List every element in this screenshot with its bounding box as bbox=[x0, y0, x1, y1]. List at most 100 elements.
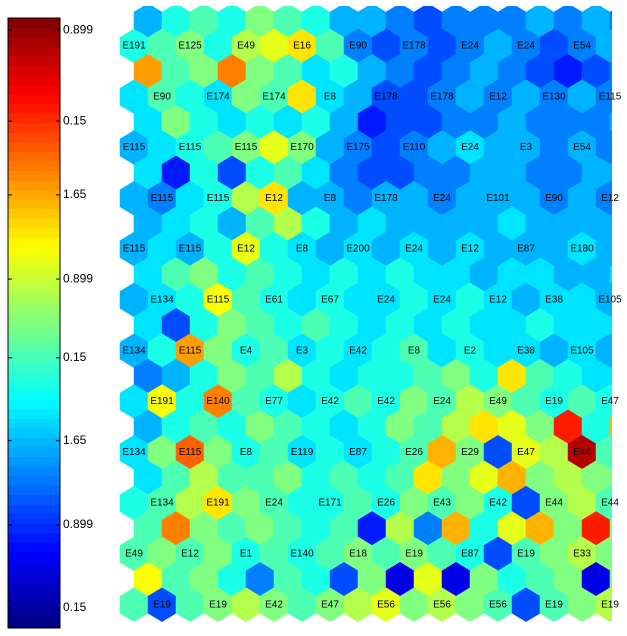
hex-cell bbox=[609, 569, 612, 590]
cell-label: E90 bbox=[349, 41, 367, 52]
colorbar-step bbox=[8, 141, 60, 152]
cell-label: E33 bbox=[573, 549, 591, 560]
cell-label: E175 bbox=[346, 142, 370, 153]
cell-label: E29 bbox=[461, 447, 479, 458]
colorbar-step bbox=[8, 170, 60, 181]
cell-label: E115 bbox=[235, 142, 258, 153]
cell-label: E47 bbox=[601, 396, 619, 407]
colorbar-step bbox=[8, 227, 60, 238]
cell-label: E42 bbox=[265, 599, 283, 610]
cell-label: E42 bbox=[349, 345, 367, 356]
colorbar-step bbox=[8, 46, 60, 57]
hex-cell bbox=[609, 61, 612, 82]
cell-label: E101 bbox=[486, 193, 510, 204]
colorbar-step bbox=[8, 113, 60, 124]
cell-label: E24 bbox=[517, 41, 535, 52]
cell-label: E115 bbox=[151, 193, 174, 204]
colorbar-step bbox=[8, 418, 60, 429]
colorbar-step bbox=[8, 599, 60, 610]
cell-label: E174 bbox=[206, 91, 230, 102]
colorbar-step bbox=[8, 456, 60, 467]
cell-label: E8 bbox=[324, 91, 337, 102]
cell-label: E115 bbox=[207, 295, 230, 306]
colorbar-step bbox=[8, 132, 60, 143]
colorbar-tick-label: 0.899 bbox=[63, 517, 93, 531]
cell-label: E24 bbox=[461, 41, 479, 52]
cell-label: E19 bbox=[209, 599, 227, 610]
cell-label: E47 bbox=[517, 447, 535, 458]
colorbar-tick-label: 0.899 bbox=[63, 271, 93, 285]
cell-label: E24 bbox=[433, 295, 451, 306]
colorbar-step bbox=[8, 265, 60, 276]
cell-label: E19 bbox=[545, 396, 563, 407]
colorbar-step bbox=[8, 618, 60, 629]
cell-label: E110 bbox=[403, 142, 426, 153]
colorbar-step bbox=[8, 399, 60, 410]
cell-label: E19 bbox=[517, 549, 535, 560]
colorbar-step bbox=[8, 608, 60, 619]
colorbar-step bbox=[8, 589, 60, 600]
colorbar-step bbox=[8, 570, 60, 581]
colorbar-step bbox=[8, 275, 60, 286]
cell-label: E200 bbox=[346, 244, 370, 255]
colorbar-step bbox=[8, 56, 60, 67]
cell-label: E125 bbox=[178, 41, 202, 52]
cell-labels: E191 E125 E49 E16 E90 E178 E24 E24 E54 E90 E174 E17… bbox=[122, 41, 622, 611]
cell-label: E61 bbox=[265, 295, 283, 306]
hex-cell bbox=[609, 416, 612, 437]
cell-label: E54 bbox=[573, 142, 591, 153]
cell-label: E8 bbox=[408, 345, 421, 356]
colorbar-step bbox=[8, 208, 60, 219]
colorbar-step bbox=[8, 18, 60, 29]
cell-label: E87 bbox=[349, 447, 367, 458]
colorbar-step bbox=[8, 27, 60, 38]
hex-cell bbox=[609, 315, 612, 336]
cell-label: E130 bbox=[542, 91, 566, 102]
cell-label: E24 bbox=[433, 193, 451, 204]
colorbar-step bbox=[8, 370, 60, 381]
cell-label: E180 bbox=[570, 244, 594, 255]
colorbar-step bbox=[8, 180, 60, 191]
hex-cell bbox=[609, 112, 612, 133]
hex-cell bbox=[595, 587, 612, 622]
cell-label: E19 bbox=[601, 599, 619, 610]
cell-label: E115 bbox=[123, 142, 146, 153]
cell-label: E3 bbox=[520, 142, 533, 153]
cell-label: E134 bbox=[122, 447, 146, 458]
colorbar-step bbox=[8, 218, 60, 229]
colorbar-frame bbox=[7, 17, 61, 629]
cell-label: E24 bbox=[461, 142, 479, 153]
cell-label: E24 bbox=[433, 396, 451, 407]
colorbar-step bbox=[8, 122, 60, 133]
cell-label: E115 bbox=[179, 447, 202, 458]
cell-label: E54 bbox=[573, 41, 591, 52]
cell-label: E178 bbox=[374, 91, 398, 102]
colorbar-step bbox=[8, 437, 60, 448]
colorbar-tick-label: 0.15 bbox=[63, 600, 87, 614]
cell-label: E47 bbox=[321, 599, 339, 610]
colorbar-step bbox=[8, 561, 60, 572]
cell-label: E67 bbox=[321, 295, 339, 306]
cell-label: E43 bbox=[433, 498, 451, 509]
colorbar-step bbox=[8, 65, 60, 76]
cell-label: E115 bbox=[123, 244, 146, 255]
colorbar-step bbox=[8, 246, 60, 257]
cell-label: E178 bbox=[374, 193, 398, 204]
cell-label: E56 bbox=[489, 599, 507, 610]
colorbar-step bbox=[8, 513, 60, 524]
colorbar-step bbox=[8, 446, 60, 457]
colorbar-step bbox=[8, 380, 60, 391]
cell-label: E12 bbox=[489, 91, 507, 102]
colorbar-step bbox=[8, 475, 60, 486]
cell-label: E105 bbox=[570, 345, 594, 356]
colorbar-step bbox=[8, 189, 60, 200]
cell-label: E105 bbox=[598, 295, 622, 306]
hex-cell bbox=[609, 366, 612, 387]
cell-label: E56 bbox=[377, 599, 395, 610]
cell-label: E8 bbox=[240, 447, 253, 458]
colorbar-step bbox=[8, 485, 60, 496]
hex-cell bbox=[609, 467, 612, 488]
colorbar-step bbox=[8, 323, 60, 334]
